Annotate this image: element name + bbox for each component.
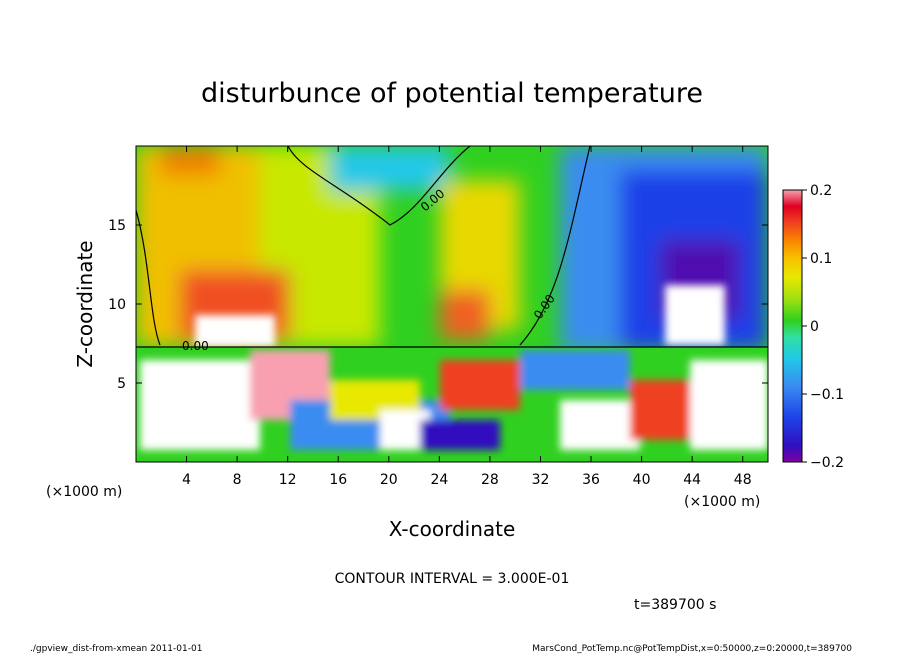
- colorbar-tick-label: 0.2: [810, 183, 832, 199]
- x-tick-label: 48: [734, 472, 752, 488]
- colorbar: [782, 189, 803, 463]
- heatmap-field: [136, 146, 768, 462]
- y-tick-label: 5: [117, 376, 126, 392]
- x-axis-ticks: 4 8 12 16 20 24 28 32 36 40 44 48: [182, 146, 752, 488]
- footer-left: ./gpview_dist-from-xmean 2011-01-01: [30, 644, 202, 654]
- x-tick-label: 36: [582, 472, 600, 488]
- x-tick-label: 28: [481, 472, 499, 488]
- x-tick-label: 24: [430, 472, 448, 488]
- colorbar-ticks: 0.2 0.1 0 −0.1 −0.2: [802, 183, 844, 471]
- chart-title: disturbunce of potential temperature: [201, 78, 703, 109]
- x-tick-label: 40: [633, 472, 651, 488]
- x-tick-label: 32: [532, 472, 550, 488]
- zero-contours: [136, 146, 768, 348]
- colorbar-tick-label: −0.2: [810, 455, 844, 471]
- contour-interval-text: CONTOUR INTERVAL = 3.000E-01: [335, 571, 570, 587]
- colorbar-tick-label: 0.1: [810, 251, 832, 267]
- contour-label-3: 0.00: [182, 339, 209, 353]
- y-tick-label: 15: [108, 218, 126, 234]
- x-tick-label: 4: [182, 472, 191, 488]
- y-tick-label: 10: [108, 297, 126, 313]
- x-tick-label: 16: [329, 472, 347, 488]
- y-axis-label: Z-coordinate: [73, 240, 97, 367]
- y-axis-ticks: 5 10 15: [108, 218, 768, 392]
- colorbar-tick-label: −0.1: [810, 387, 844, 403]
- x-tick-label: 8: [233, 472, 242, 488]
- colorbar-tick-label: 0: [810, 319, 819, 335]
- x-tick-label: 12: [279, 472, 297, 488]
- x-tick-label: 44: [683, 472, 701, 488]
- x-axis-unit: (×1000 m): [684, 494, 760, 510]
- x-tick-label: 20: [380, 472, 398, 488]
- footer-right: MarsCond_PotTemp.nc@PotTempDist,x=0:5000…: [532, 644, 852, 654]
- time-text: t=389700 s: [634, 597, 716, 613]
- x-axis-label: X-coordinate: [389, 517, 516, 541]
- y-axis-unit: (×1000 m): [46, 484, 122, 500]
